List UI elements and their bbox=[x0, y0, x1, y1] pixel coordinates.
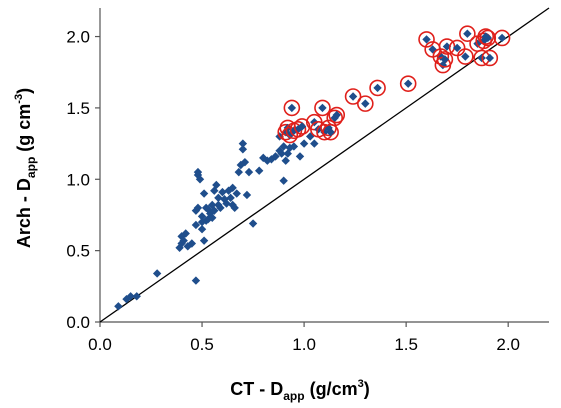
data-point bbox=[203, 205, 213, 214]
data-point bbox=[497, 33, 507, 43]
data-point bbox=[132, 292, 141, 301]
data-point bbox=[193, 203, 203, 213]
highlight-circle bbox=[418, 31, 435, 48]
data-point bbox=[254, 166, 264, 175]
data-point bbox=[232, 189, 241, 198]
data-point bbox=[210, 206, 219, 215]
highlight-circle bbox=[436, 51, 454, 68]
data-point bbox=[440, 55, 450, 64]
data-point bbox=[320, 127, 329, 137]
data-point bbox=[318, 103, 327, 113]
data-point bbox=[220, 195, 229, 204]
y-tick-label: 0.0 bbox=[66, 313, 90, 332]
data-point bbox=[187, 239, 197, 248]
data-point bbox=[277, 149, 286, 158]
data-point bbox=[236, 160, 246, 170]
data-point bbox=[483, 33, 492, 43]
data-point bbox=[181, 229, 190, 238]
data-point bbox=[452, 43, 462, 53]
data-point bbox=[114, 302, 123, 311]
highlight-circle bbox=[399, 75, 417, 92]
data-point bbox=[310, 139, 319, 148]
plot-area: 0.0 0.5 1.0 1.5 2.0 0.0 0.5 1.0 1.5 2.0 bbox=[66, 7, 550, 354]
data-point bbox=[191, 206, 201, 215]
data-point bbox=[244, 167, 254, 177]
y-tick-label: 1.5 bbox=[66, 99, 90, 118]
data-point bbox=[126, 292, 135, 301]
highlight-circle bbox=[369, 79, 386, 97]
highlight-circle bbox=[293, 118, 311, 135]
data-point bbox=[289, 142, 299, 151]
data-point bbox=[299, 139, 309, 148]
data-point bbox=[463, 29, 472, 38]
y-tick-label: 2.0 bbox=[66, 28, 90, 47]
data-point bbox=[199, 236, 209, 245]
data-point bbox=[485, 53, 495, 63]
data-point bbox=[208, 213, 217, 223]
data-point bbox=[195, 175, 205, 184]
highlight-circle bbox=[326, 109, 344, 127]
data-point bbox=[348, 92, 358, 101]
data-point bbox=[191, 220, 201, 230]
data-point bbox=[238, 139, 248, 148]
data-point bbox=[332, 110, 341, 120]
data-point bbox=[191, 276, 201, 285]
data-point bbox=[242, 190, 252, 200]
data-point bbox=[248, 219, 258, 228]
highlight-circle bbox=[328, 106, 346, 124]
highlight-circle bbox=[314, 99, 331, 117]
highlight-circle bbox=[459, 25, 476, 42]
highlight-circle bbox=[344, 88, 362, 105]
y-tick-label: 1.0 bbox=[66, 170, 90, 189]
x-tick-label: 1.5 bbox=[394, 335, 418, 354]
data-point bbox=[403, 79, 413, 88]
data-point bbox=[281, 156, 290, 165]
data-point bbox=[234, 167, 243, 177]
x-tick-label: 0.5 bbox=[190, 335, 214, 354]
data-point bbox=[295, 152, 305, 161]
data-point bbox=[197, 225, 207, 234]
data-point bbox=[287, 103, 297, 113]
data-point bbox=[422, 35, 431, 44]
data-point bbox=[297, 122, 307, 131]
data-point bbox=[226, 193, 235, 203]
data-point bbox=[326, 127, 335, 137]
data-point bbox=[212, 180, 221, 190]
highlight-circle bbox=[493, 29, 511, 47]
data-point bbox=[179, 236, 188, 245]
data-point bbox=[222, 199, 231, 208]
data-point bbox=[152, 269, 162, 278]
data-point bbox=[230, 203, 239, 213]
y-axis-title: Arch - Dapp (g cm-3) bbox=[13, 88, 38, 248]
highlight-circle bbox=[283, 99, 301, 117]
data-point bbox=[361, 99, 370, 108]
x-tick-label: 0.0 bbox=[88, 335, 112, 354]
data-point bbox=[461, 52, 470, 61]
data-point bbox=[271, 152, 280, 161]
data-point bbox=[373, 83, 382, 93]
highlight-circle bbox=[457, 48, 474, 65]
data-point bbox=[216, 203, 225, 213]
highlight-circle bbox=[357, 95, 374, 112]
data-point bbox=[238, 145, 248, 154]
highlight-circle bbox=[289, 121, 307, 138]
x-tick-label: 1.0 bbox=[292, 335, 316, 354]
data-point bbox=[279, 142, 288, 151]
x-tick-label: 2.0 bbox=[496, 335, 520, 354]
data-point bbox=[214, 193, 223, 203]
data-point bbox=[428, 45, 437, 54]
highlight-circle bbox=[477, 28, 495, 45]
data-point bbox=[218, 187, 227, 197]
highlight-circle bbox=[481, 49, 499, 67]
data-point bbox=[228, 183, 237, 193]
data-point bbox=[279, 176, 288, 185]
x-axis-title: CT - Dapp (g/cm3) bbox=[230, 378, 369, 403]
data-point bbox=[240, 157, 250, 167]
y-tick-label: 0.5 bbox=[66, 242, 90, 261]
data-point bbox=[199, 189, 209, 198]
data-point bbox=[193, 167, 203, 177]
highlight-circle bbox=[281, 126, 299, 144]
